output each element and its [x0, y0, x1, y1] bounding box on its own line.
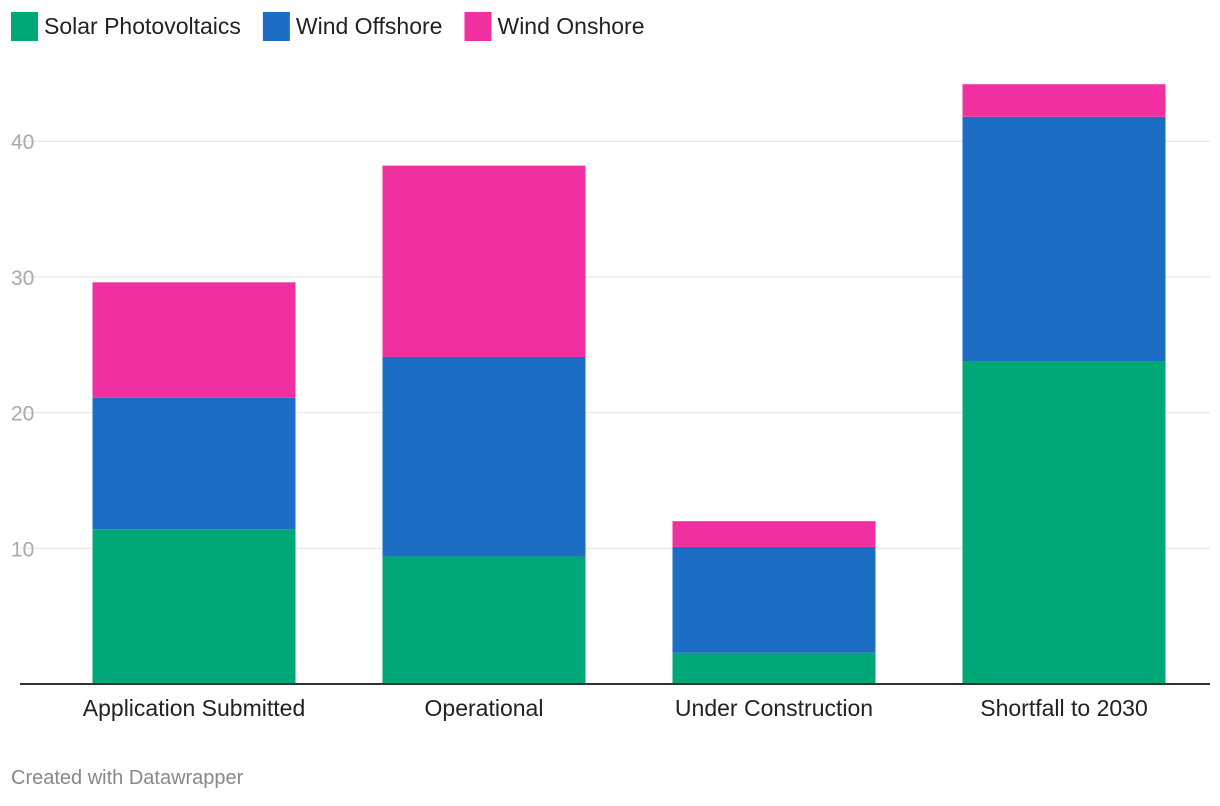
bar-segment [962, 116, 1166, 362]
bar-segment [382, 165, 586, 357]
y-tick-label: 20 [11, 403, 34, 426]
bar-segment [962, 361, 1166, 684]
bar-stack [962, 84, 1166, 684]
legend-item: Wind Onshore [464, 12, 645, 41]
bar-segment [382, 356, 586, 557]
legend-swatch [464, 12, 492, 41]
bar-segment [92, 282, 296, 398]
bar-segment [672, 546, 876, 653]
x-axis-labels: Application Submitted Operational Under Co… [83, 695, 1148, 721]
bar-segment [382, 556, 586, 684]
x-category-label: Shortfall to 2030 [980, 695, 1148, 721]
bars [92, 84, 1166, 684]
legend-label: Wind Offshore [296, 13, 443, 39]
bar-segment [92, 529, 296, 684]
legend: Solar Photovoltaics Wind Offshore Wind Ons… [11, 12, 645, 41]
legend-item: Solar Photovoltaics [11, 12, 241, 41]
bar-stack [672, 521, 876, 684]
credit-text: Created with Datawrapper [11, 767, 244, 789]
bar-segment [962, 84, 1166, 117]
legend-swatch [262, 12, 290, 41]
legend-label: Wind Onshore [497, 13, 644, 39]
bar-segment [672, 652, 876, 684]
bar-stack [92, 282, 296, 684]
x-category-label: Under Construction [675, 695, 873, 721]
y-tick-label: 40 [11, 131, 34, 154]
legend-label: Solar Photovoltaics [44, 13, 241, 39]
x-category-label: Operational [425, 695, 544, 721]
bar-segment [672, 521, 876, 547]
y-tick-label: 10 [11, 538, 34, 561]
bar-segment [92, 397, 296, 530]
x-category-label: Application Submitted [83, 695, 305, 721]
bar-stack [382, 165, 586, 684]
legend-swatch [11, 12, 38, 41]
y-tick-label: 30 [11, 267, 34, 290]
legend-item: Wind Offshore [262, 12, 443, 41]
